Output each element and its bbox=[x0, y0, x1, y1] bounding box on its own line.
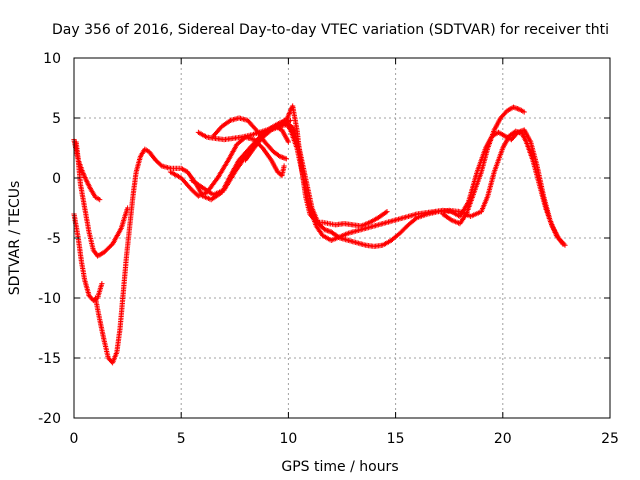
x-tick-label: 15 bbox=[387, 431, 405, 447]
data-points bbox=[242, 121, 568, 249]
x-axis-label: GPS time / hours bbox=[281, 459, 398, 475]
x-tick-label: 25 bbox=[601, 431, 619, 447]
y-tick-label: -20 bbox=[38, 411, 61, 427]
y-tick-label: -15 bbox=[38, 351, 61, 367]
x-tick-label: 20 bbox=[494, 431, 512, 447]
series-track-9 bbox=[242, 121, 568, 249]
data-points bbox=[73, 139, 131, 259]
y-axis-ticks: -20 -15 -10 -5 0 5 10 bbox=[38, 51, 610, 427]
data-points bbox=[440, 104, 527, 227]
series-track-11 bbox=[440, 104, 527, 227]
y-tick-label: 0 bbox=[52, 171, 61, 187]
series-track-2 bbox=[73, 139, 131, 259]
x-tick-label: 10 bbox=[279, 431, 297, 447]
y-axis-label: SDTVAR / TECUs bbox=[7, 181, 23, 296]
y-tick-label: 10 bbox=[43, 51, 61, 67]
y-tick-label: -10 bbox=[38, 291, 61, 307]
data-markers bbox=[71, 103, 568, 366]
data-points bbox=[167, 134, 287, 199]
x-tick-label: 5 bbox=[177, 431, 186, 447]
x-tick-label: 0 bbox=[70, 431, 79, 447]
series-track-5 bbox=[167, 134, 287, 199]
y-tick-label: -5 bbox=[47, 231, 61, 247]
y-tick-label: 5 bbox=[52, 111, 61, 127]
x-axis-ticks: 0 5 10 15 20 25 bbox=[70, 58, 619, 447]
chart-title: Day 356 of 2016, Sidereal Day-to-day VTE… bbox=[52, 22, 609, 38]
